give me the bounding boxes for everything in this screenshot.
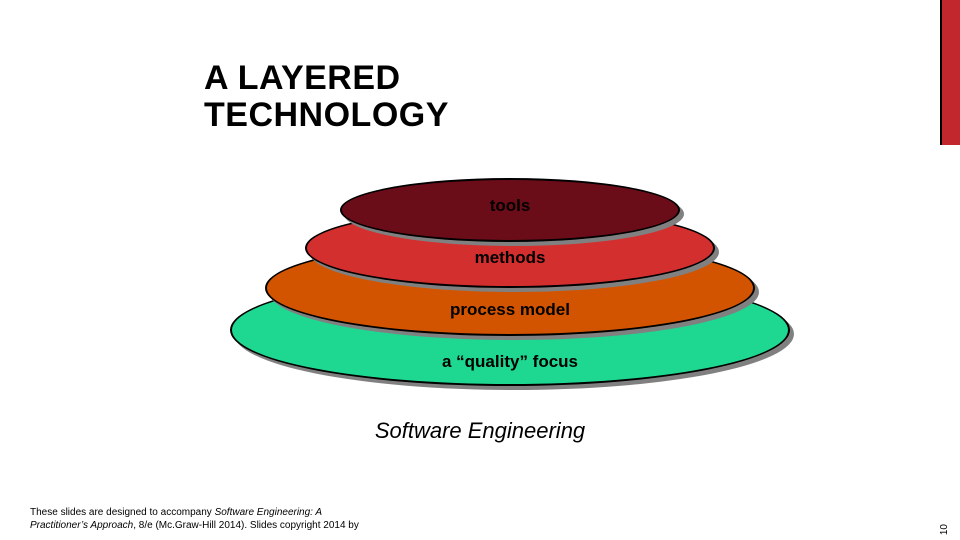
footer-text-2b: , 8/e (Mc.Graw-Hill 2014). Slides copyri… [133, 520, 359, 531]
layered-diagram: tools methods process model a “quality” foc… [230, 170, 790, 400]
footer-citation: These slides are designed to accompany S… [30, 507, 359, 532]
footer-text-1a: These slides are designed to accompany [30, 507, 215, 518]
footer-text-2a: Practitioner’s Approach [30, 520, 133, 531]
page-number: 10 [939, 524, 950, 535]
layer-label: a “quality” focus [230, 352, 790, 372]
layer-label: tools [230, 196, 790, 216]
accent-bar [940, 0, 960, 145]
footer-text-1b: Software Engineering: A [215, 507, 322, 518]
page-title: A LAYERED TECHNOLOGY [204, 60, 449, 135]
title-line-2: TECHNOLOGY [204, 96, 449, 134]
title-line-1: A LAYERED [204, 59, 401, 97]
layer-label: methods [230, 248, 790, 268]
layer-label: process model [230, 300, 790, 320]
diagram-subtitle: Software Engineering [0, 418, 960, 444]
